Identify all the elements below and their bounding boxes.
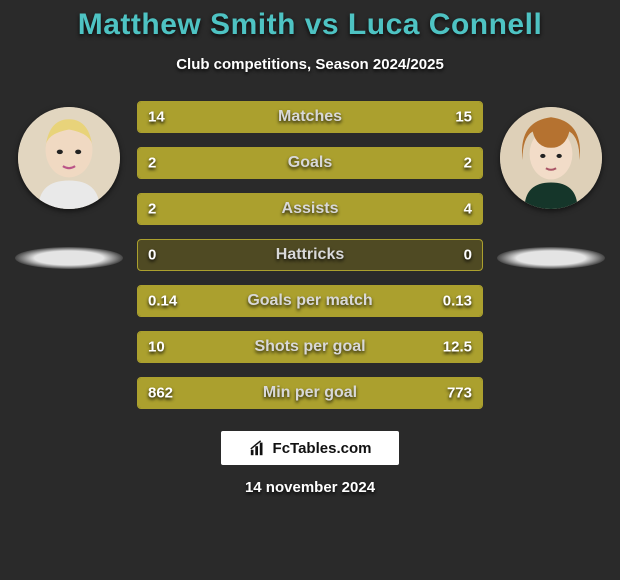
infographic-container: Matthew Smith vs Luca Connell Club compe… [0,0,620,580]
footer-brand: FcTables.com [273,440,372,457]
footer-logo: FcTables.com [221,431,399,465]
avatar-right [500,107,602,209]
stat-label: Min per goal [263,384,357,402]
stat-label: Matches [278,108,342,126]
stat-value-right: 773 [447,385,472,402]
stat-row: 2 Goals 2 [137,147,483,179]
stat-value-left: 862 [148,385,173,402]
stat-value-right: 12.5 [443,339,472,356]
stat-label: Goals per match [247,292,372,310]
subtitle: Club competitions, Season 2024/2025 [0,56,620,73]
stat-row: 862 Min per goal 773 [137,377,483,409]
stat-value-left: 10 [148,339,165,356]
stat-label: Hattricks [276,246,344,264]
content-row: 14 Matches 15 2 Goals 2 2 Assists 4 0 Hattricks 0 0.… [0,101,620,409]
player-left-column [13,101,125,269]
stat-label: Goals [288,154,332,172]
player-left-icon [18,107,120,209]
stat-value-right: 2 [464,155,472,172]
page-title: Matthew Smith vs Luca Connell [0,8,620,42]
player-right-column [495,101,607,269]
stat-value-right: 0.13 [443,293,472,310]
bar-right [310,148,482,178]
stat-value-left: 0.14 [148,293,177,310]
avatar-left [18,107,120,209]
stat-row: 10 Shots per goal 12.5 [137,331,483,363]
stat-row: 14 Matches 15 [137,101,483,133]
stat-value-right: 15 [455,109,472,126]
stat-value-left: 14 [148,109,165,126]
shadow-left [15,247,123,269]
stat-row: 0 Hattricks 0 [137,239,483,271]
player-right-icon [500,107,602,209]
stat-value-right: 4 [464,201,472,218]
stat-value-right: 0 [464,247,472,264]
chart-icon [249,439,267,457]
stat-value-left: 2 [148,155,156,172]
stats-panel: 14 Matches 15 2 Goals 2 2 Assists 4 0 Hattricks 0 0.… [137,101,483,409]
stat-value-left: 2 [148,201,156,218]
stat-label: Assists [282,200,339,218]
stat-value-left: 0 [148,247,156,264]
shadow-right [497,247,605,269]
stat-label: Shots per goal [254,338,365,356]
stat-row: 2 Assists 4 [137,193,483,225]
stat-row: 0.14 Goals per match 0.13 [137,285,483,317]
date-label: 14 november 2024 [0,479,620,496]
bar-left [138,148,310,178]
